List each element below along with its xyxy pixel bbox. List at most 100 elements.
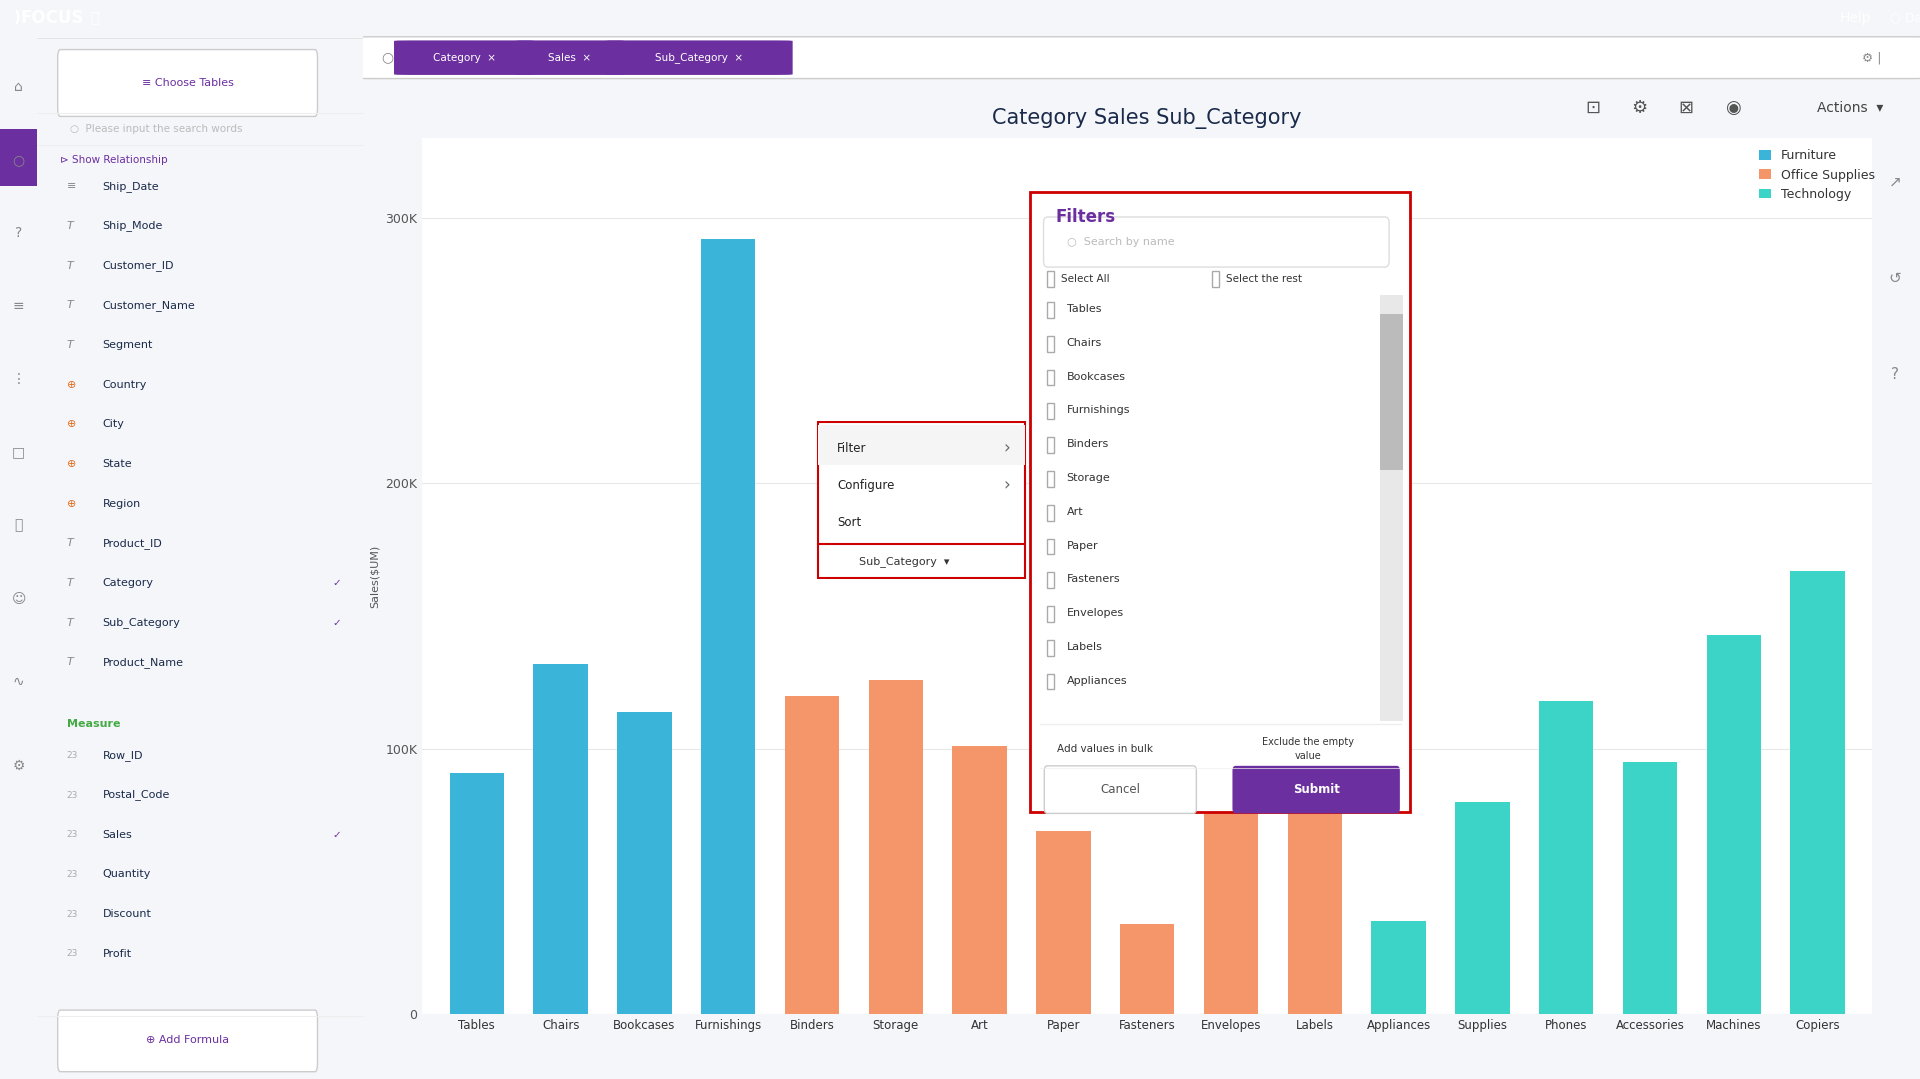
Text: ≡ Choose Tables: ≡ Choose Tables [142,78,234,88]
Text: ?: ? [1891,367,1899,382]
Text: Select the rest: Select the rest [1227,274,1302,284]
Bar [1455,802,1509,1014]
FancyBboxPatch shape [818,424,1025,465]
Text: T: T [67,578,73,588]
Text: ⊡: ⊡ [1586,99,1601,117]
Text: Sort: Sort [837,516,862,529]
Text: Cancel: Cancel [1100,783,1140,796]
Text: Binders: Binders [1068,439,1110,449]
Bar [868,680,924,1014]
Text: ◉: ◉ [1726,99,1741,117]
Text: Storage: Storage [1068,473,1110,483]
Text: Sub_Category  ×: Sub_Category × [655,52,743,64]
Bar [1371,921,1427,1014]
Text: ○: ○ [13,153,25,167]
FancyBboxPatch shape [1048,302,1054,317]
Text: Country: Country [104,380,148,390]
FancyBboxPatch shape [1213,272,1219,287]
Text: Customer_Name: Customer_Name [104,300,196,311]
Text: ): ) [13,11,21,26]
Text: □: □ [12,446,25,460]
Text: Category: Category [104,578,154,588]
Bar [1119,924,1175,1014]
Text: T: T [67,538,73,548]
Bar [1540,701,1594,1014]
FancyBboxPatch shape [1048,573,1054,588]
Text: Submit: Submit [1292,783,1340,796]
Text: Sales  ×: Sales × [549,53,591,63]
Text: Filters: Filters [1056,208,1116,226]
FancyBboxPatch shape [355,37,1920,79]
FancyBboxPatch shape [818,422,1025,544]
FancyBboxPatch shape [1048,606,1054,622]
Text: Configure: Configure [837,479,895,492]
Text: Ship_Mode: Ship_Mode [104,220,163,232]
Text: ⌂: ⌂ [13,80,23,94]
Text: ∿: ∿ [13,675,25,689]
Bar [1288,756,1342,1014]
Bar [701,240,755,1014]
Text: Actions  ▾: Actions ▾ [1816,101,1884,115]
Text: Fasteners: Fasteners [1068,574,1119,585]
FancyBboxPatch shape [1233,766,1400,814]
FancyBboxPatch shape [58,50,317,117]
FancyBboxPatch shape [1044,766,1196,814]
Text: ○  Please input the search words: ○ Please input the search words [71,124,242,134]
Text: Row_ID: Row_ID [104,750,144,761]
Text: City: City [104,420,125,429]
FancyBboxPatch shape [515,40,624,74]
Text: Profit: Profit [104,948,132,959]
Text: Filter: Filter [837,441,866,454]
Text: 23: 23 [67,910,79,918]
Text: T: T [67,340,73,350]
Text: ≡: ≡ [13,299,25,313]
FancyBboxPatch shape [1029,192,1409,811]
Text: ✓: ✓ [332,578,342,588]
Text: ⚙: ⚙ [12,759,25,773]
Text: Envelopes: Envelopes [1068,609,1123,618]
Text: State: State [104,459,132,469]
Text: T: T [67,657,73,668]
FancyBboxPatch shape [1048,437,1054,453]
Bar [616,711,672,1014]
Text: ○  Search by name: ○ Search by name [1068,237,1175,247]
FancyBboxPatch shape [1048,673,1054,689]
Text: ⊠: ⊠ [1678,99,1693,117]
Text: ↗: ↗ [1889,175,1901,190]
Text: ➕: ➕ [90,11,98,25]
Title: Category Sales Sub_Category: Category Sales Sub_Category [993,108,1302,129]
Text: Product_Name: Product_Name [104,657,184,668]
FancyBboxPatch shape [58,1010,317,1071]
Text: T: T [67,221,73,231]
Bar [785,696,839,1014]
FancyBboxPatch shape [1048,472,1054,487]
FancyBboxPatch shape [1048,538,1054,555]
Text: T: T [67,300,73,311]
FancyBboxPatch shape [1043,217,1390,267]
Text: Quantity: Quantity [104,870,152,879]
Text: Region: Region [104,498,140,508]
FancyBboxPatch shape [1379,296,1402,721]
Text: T: T [67,618,73,628]
Legend: Furniture, Office Supplies, Technology: Furniture, Office Supplies, Technology [1753,145,1880,206]
Text: ↺: ↺ [1889,271,1901,286]
Text: ⚙: ⚙ [1632,99,1647,117]
Text: ⊳ Show Relationship: ⊳ Show Relationship [60,155,167,165]
FancyBboxPatch shape [1379,314,1402,470]
Text: Art: Art [1068,507,1083,517]
Text: Category  ×: Category × [432,53,495,63]
Bar [449,773,505,1014]
Bar [952,746,1006,1014]
FancyBboxPatch shape [818,544,1025,578]
Text: FOCUS: FOCUS [19,9,83,27]
Text: ⎙: ⎙ [15,519,23,533]
Bar [1622,762,1678,1014]
FancyBboxPatch shape [607,40,793,74]
FancyBboxPatch shape [1048,404,1054,419]
FancyBboxPatch shape [394,40,534,74]
Text: ›: › [1004,476,1010,494]
FancyBboxPatch shape [1048,272,1054,287]
FancyBboxPatch shape [1048,370,1054,385]
Text: 23: 23 [67,950,79,958]
Text: ⊕: ⊕ [67,420,77,429]
